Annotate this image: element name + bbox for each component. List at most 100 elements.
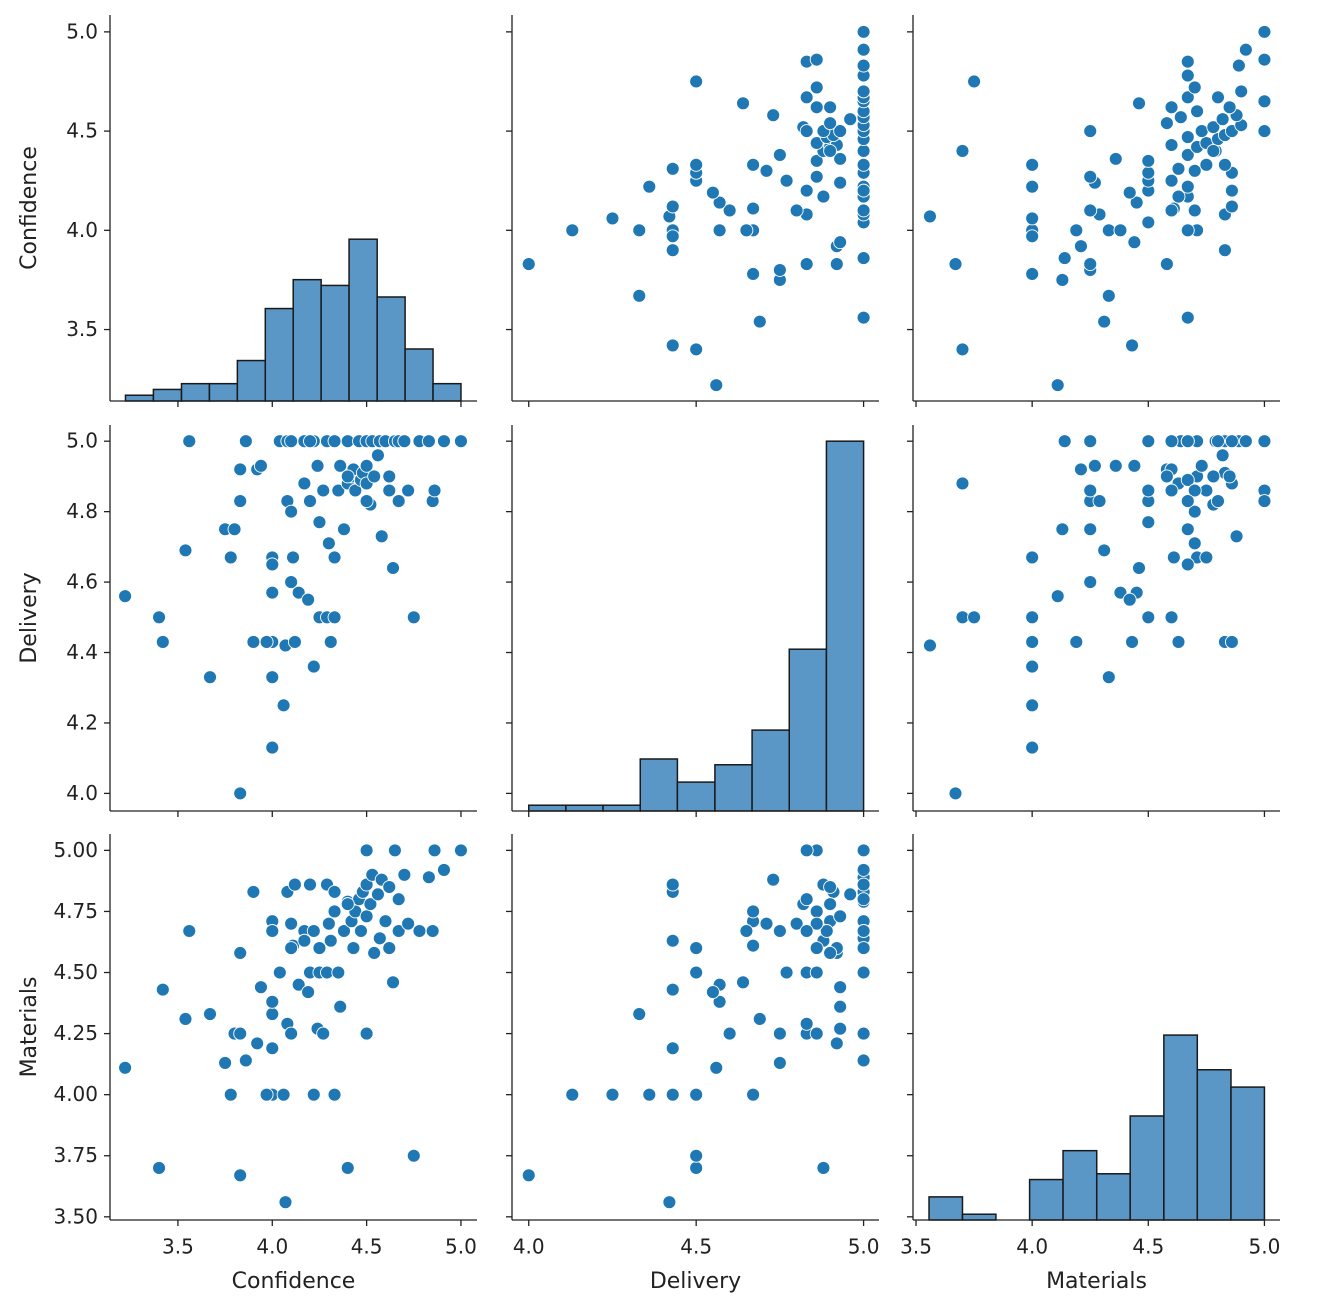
scatter-point bbox=[1141, 165, 1156, 180]
y-tick-label: 4.6 bbox=[66, 570, 98, 594]
scatter-point bbox=[799, 257, 814, 272]
scatter-point bbox=[1215, 112, 1230, 127]
y-tick-label: 4.2 bbox=[66, 710, 98, 734]
scatter-point bbox=[772, 1026, 787, 1041]
scatter-point bbox=[1127, 235, 1142, 250]
scatter-point bbox=[1159, 469, 1174, 484]
scatter-point bbox=[799, 1016, 814, 1031]
scatter-point bbox=[1141, 515, 1156, 530]
scatter-point bbox=[303, 434, 317, 449]
hist-bar bbox=[1129, 1115, 1165, 1221]
x-tick-label: 4.0 bbox=[1016, 1235, 1048, 1259]
scatter-point bbox=[284, 504, 299, 519]
scatter-point bbox=[223, 550, 238, 565]
scatter-point bbox=[1025, 550, 1040, 565]
scatter-point bbox=[752, 314, 767, 329]
scatter-point bbox=[799, 924, 814, 938]
scatter-point bbox=[521, 257, 536, 272]
scatter-point bbox=[1113, 223, 1128, 238]
scatter-point bbox=[823, 100, 838, 115]
scatter-point bbox=[1083, 575, 1098, 590]
scatter-point bbox=[565, 223, 580, 238]
scatter-point bbox=[155, 982, 170, 997]
hist-bar bbox=[714, 764, 753, 812]
scatter-point bbox=[1108, 151, 1123, 166]
scatter-point bbox=[346, 941, 361, 956]
scatter-point bbox=[856, 924, 871, 938]
scatter-point bbox=[397, 867, 412, 882]
scatter-point bbox=[689, 941, 704, 956]
scatter-point bbox=[705, 185, 720, 200]
scatter-point bbox=[203, 670, 217, 685]
scatter-point bbox=[665, 229, 680, 244]
scatter-point bbox=[1025, 267, 1040, 281]
scatter-point bbox=[799, 843, 814, 858]
scatter-point bbox=[766, 108, 781, 123]
scatter-point bbox=[739, 924, 754, 938]
hist-bar bbox=[751, 729, 791, 812]
scatter-point bbox=[259, 1087, 274, 1102]
hist-bar bbox=[1163, 1034, 1199, 1221]
scatter-point bbox=[382, 469, 397, 484]
scatter-point bbox=[1125, 338, 1139, 353]
x-tick-label: 3.5 bbox=[162, 1235, 194, 1259]
y-tick-label: 5.00 bbox=[53, 838, 98, 862]
scatter-point bbox=[779, 965, 794, 980]
scatter-point bbox=[833, 999, 848, 1014]
scatter-point bbox=[337, 522, 351, 537]
scatter-point bbox=[1069, 223, 1084, 238]
scatter-point bbox=[1164, 483, 1179, 498]
y-tick-label: 4.5 bbox=[66, 119, 98, 143]
scatter-point bbox=[1141, 215, 1156, 230]
scatter-point bbox=[412, 924, 427, 938]
scatter-point bbox=[809, 941, 824, 956]
scatter-point bbox=[632, 223, 647, 238]
scatter-point bbox=[327, 550, 342, 565]
x-axis-label: Delivery bbox=[650, 1269, 741, 1294]
scatter-point bbox=[856, 157, 871, 172]
scatter-point bbox=[382, 880, 397, 894]
scatter-point bbox=[359, 458, 374, 473]
scatter-point bbox=[1180, 472, 1195, 487]
scatter-point bbox=[799, 183, 814, 198]
scatter-point bbox=[1141, 483, 1156, 498]
scatter-point bbox=[856, 862, 871, 877]
scatter-point bbox=[382, 941, 397, 956]
hist-bar bbox=[320, 284, 350, 402]
scatter-point bbox=[923, 638, 937, 653]
scatter-point bbox=[736, 96, 750, 111]
scatter-point bbox=[833, 175, 848, 190]
scatter-point bbox=[284, 1026, 299, 1041]
scatter-point bbox=[301, 592, 316, 607]
scatter-point bbox=[1190, 104, 1205, 119]
scatter-point bbox=[401, 483, 416, 498]
scatter-point bbox=[665, 982, 680, 997]
scatter-point bbox=[1171, 161, 1186, 176]
scatter-point bbox=[819, 924, 834, 938]
scatter-point bbox=[1025, 698, 1040, 713]
hist-bar bbox=[292, 278, 322, 402]
scatter-point bbox=[632, 288, 647, 303]
scatter-point bbox=[1222, 469, 1237, 484]
scatter-point bbox=[1180, 147, 1195, 162]
scatter-point bbox=[327, 904, 342, 919]
scatter-point bbox=[367, 946, 382, 960]
scatter-point bbox=[1211, 90, 1225, 105]
scatter-point bbox=[1187, 80, 1202, 95]
scatter-point bbox=[265, 557, 280, 572]
scatter-point bbox=[856, 843, 871, 858]
scatter-point bbox=[833, 124, 848, 139]
scatter-point bbox=[437, 862, 451, 877]
y-tick-label: 4.0 bbox=[66, 781, 98, 805]
scatter-point bbox=[1113, 585, 1128, 600]
scatter-point bbox=[333, 458, 348, 473]
hist-bar bbox=[180, 382, 211, 402]
scatter-point bbox=[809, 100, 824, 115]
scatter-point bbox=[370, 887, 385, 902]
scatter-point bbox=[1025, 211, 1040, 226]
scatter-point bbox=[1132, 96, 1146, 111]
scatter-point bbox=[359, 843, 374, 858]
scatter-point bbox=[823, 880, 838, 894]
scatter-point bbox=[856, 310, 871, 325]
scatter-point bbox=[1224, 199, 1239, 214]
